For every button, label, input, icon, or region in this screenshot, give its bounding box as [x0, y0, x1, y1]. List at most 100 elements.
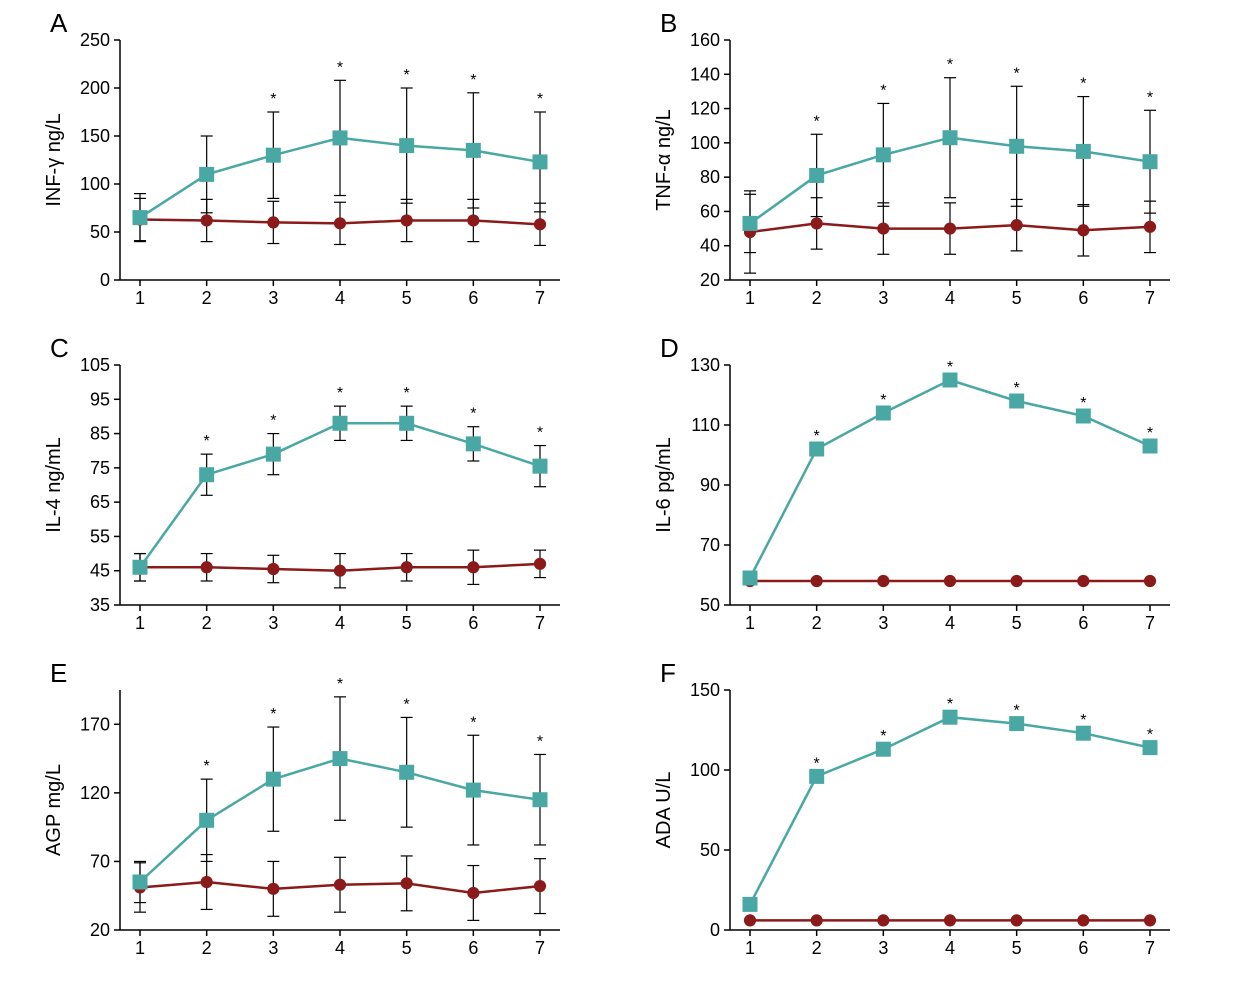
svg-text:100: 100: [690, 133, 720, 153]
svg-text:*: *: [270, 706, 276, 723]
svg-text:4: 4: [335, 613, 345, 633]
svg-text:7: 7: [535, 938, 545, 958]
svg-text:250: 250: [80, 30, 110, 50]
svg-text:3: 3: [878, 613, 888, 633]
svg-text:*: *: [470, 72, 476, 89]
svg-text:6: 6: [1078, 288, 1088, 308]
svg-text:5: 5: [1012, 938, 1022, 958]
svg-text:50: 50: [90, 222, 110, 242]
svg-text:4: 4: [945, 613, 955, 633]
svg-text:100: 100: [80, 174, 110, 194]
svg-text:4: 4: [335, 938, 345, 958]
svg-text:2: 2: [812, 938, 822, 958]
svg-text:40: 40: [700, 236, 720, 256]
svg-text:4: 4: [335, 288, 345, 308]
svg-text:1: 1: [135, 288, 145, 308]
svg-text:*: *: [814, 113, 820, 130]
svg-text:*: *: [1014, 65, 1020, 82]
svg-text:160: 160: [690, 30, 720, 50]
svg-text:F: F: [660, 658, 676, 688]
svg-text:3: 3: [268, 288, 278, 308]
svg-text:*: *: [1147, 89, 1153, 106]
svg-text:2: 2: [202, 938, 212, 958]
svg-text:85: 85: [90, 424, 110, 444]
svg-text:3: 3: [268, 613, 278, 633]
svg-text:3: 3: [878, 288, 888, 308]
svg-text:5: 5: [1012, 613, 1022, 633]
svg-text:105: 105: [80, 355, 110, 375]
svg-text:150: 150: [80, 126, 110, 146]
svg-text:*: *: [1080, 76, 1086, 93]
svg-text:150: 150: [690, 680, 720, 700]
svg-text:*: *: [337, 676, 343, 693]
svg-text:*: *: [947, 696, 953, 713]
svg-text:5: 5: [402, 288, 412, 308]
svg-text:*: *: [204, 433, 210, 450]
svg-text:6: 6: [468, 938, 478, 958]
svg-text:140: 140: [690, 64, 720, 84]
figure-svg: A0501001502002501234567INF-γ ng/L*****B2…: [0, 0, 1246, 981]
svg-text:*: *: [404, 696, 410, 713]
svg-text:*: *: [337, 59, 343, 76]
svg-text:70: 70: [700, 535, 720, 555]
svg-text:1: 1: [745, 938, 755, 958]
svg-text:35: 35: [90, 595, 110, 615]
svg-text:3: 3: [878, 938, 888, 958]
svg-text:45: 45: [90, 561, 110, 581]
svg-text:0: 0: [710, 920, 720, 940]
svg-text:ADA U/L: ADA U/L: [653, 772, 675, 849]
svg-text:50: 50: [700, 595, 720, 615]
svg-text:7: 7: [1145, 613, 1155, 633]
svg-text:*: *: [537, 91, 543, 108]
svg-text:*: *: [404, 385, 410, 402]
svg-text:5: 5: [1012, 288, 1022, 308]
svg-text:IL-4 ng/mL: IL-4 ng/mL: [43, 437, 65, 533]
svg-text:130: 130: [690, 355, 720, 375]
svg-text:5: 5: [402, 613, 412, 633]
svg-text:2: 2: [812, 613, 822, 633]
svg-text:*: *: [880, 728, 886, 745]
svg-text:2: 2: [812, 288, 822, 308]
svg-text:1: 1: [135, 938, 145, 958]
svg-text:2: 2: [202, 613, 212, 633]
svg-text:*: *: [470, 714, 476, 731]
svg-text:*: *: [880, 82, 886, 99]
svg-text:*: *: [1147, 425, 1153, 442]
svg-text:2: 2: [202, 288, 212, 308]
svg-text:6: 6: [1078, 613, 1088, 633]
svg-text:*: *: [270, 413, 276, 430]
svg-text:7: 7: [535, 288, 545, 308]
svg-text:20: 20: [90, 920, 110, 940]
svg-text:E: E: [50, 658, 67, 688]
svg-text:*: *: [470, 406, 476, 423]
svg-text:90: 90: [700, 475, 720, 495]
svg-text:*: *: [947, 57, 953, 74]
svg-text:100: 100: [690, 760, 720, 780]
svg-text:4: 4: [945, 288, 955, 308]
svg-text:6: 6: [1078, 938, 1088, 958]
svg-text:120: 120: [80, 783, 110, 803]
svg-text:*: *: [1080, 395, 1086, 412]
svg-text:110: 110: [691, 415, 720, 435]
svg-text:C: C: [50, 333, 69, 363]
svg-text:*: *: [947, 359, 953, 376]
svg-text:*: *: [1014, 703, 1020, 720]
svg-text:20: 20: [700, 270, 720, 290]
svg-text:*: *: [337, 385, 343, 402]
svg-text:D: D: [660, 333, 679, 363]
svg-text:120: 120: [690, 99, 720, 119]
svg-text:5: 5: [402, 938, 412, 958]
svg-text:6: 6: [468, 288, 478, 308]
svg-text:0: 0: [100, 270, 110, 290]
svg-text:1: 1: [745, 288, 755, 308]
svg-text:1: 1: [135, 613, 145, 633]
svg-text:200: 200: [80, 78, 110, 98]
svg-text:1: 1: [745, 613, 755, 633]
svg-text:*: *: [270, 91, 276, 108]
svg-text:4: 4: [945, 938, 955, 958]
svg-text:*: *: [537, 425, 543, 442]
svg-text:95: 95: [90, 389, 110, 409]
svg-text:80: 80: [700, 167, 720, 187]
svg-text:INF-γ ng/L: INF-γ ng/L: [43, 113, 65, 206]
svg-text:170: 170: [80, 714, 110, 734]
